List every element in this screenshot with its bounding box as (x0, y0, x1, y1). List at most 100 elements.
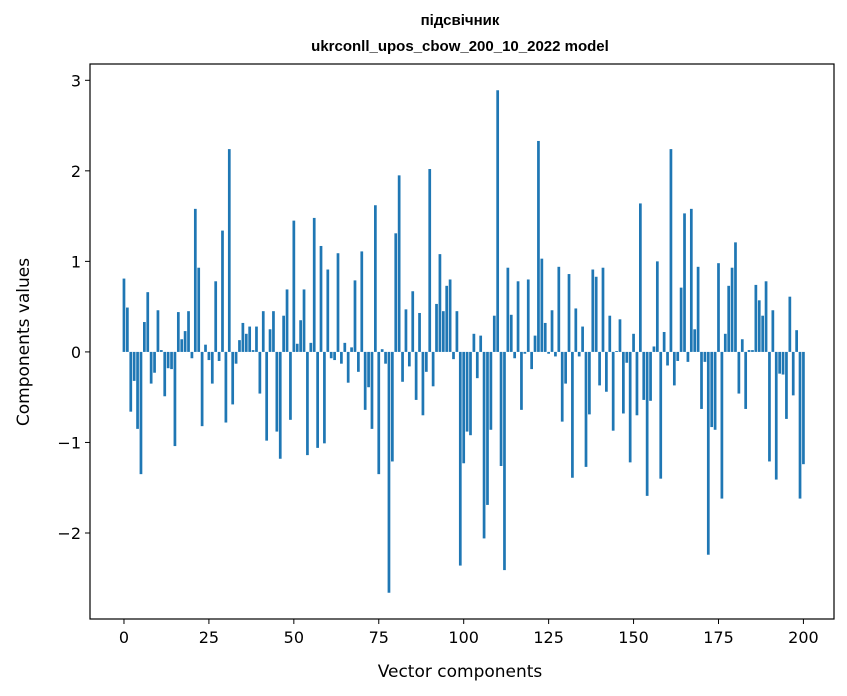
bar-component-158 (659, 351, 663, 479)
bar-component-71 (363, 351, 367, 410)
bar-component-115 (513, 351, 517, 359)
bar-component-78 (387, 351, 391, 593)
bar-component-22 (197, 267, 201, 352)
bar-component-138 (591, 269, 595, 352)
y-tick-label: 3 (71, 71, 81, 90)
bar-component-83 (404, 309, 408, 352)
bar-component-134 (577, 351, 581, 357)
bar-component-156 (652, 346, 656, 352)
bar-component-90 (428, 169, 432, 352)
bar-component-50 (292, 220, 296, 352)
bar-component-196 (788, 296, 792, 352)
bar-component-65 (343, 342, 347, 352)
bar-component-10 (156, 310, 160, 352)
bar-component-44 (272, 311, 275, 352)
bar-component-1 (126, 307, 129, 352)
bar-component-66 (346, 351, 350, 383)
bar-component-136 (584, 351, 588, 467)
bar-component-175 (717, 263, 720, 352)
y-axis-label: Components values (14, 258, 34, 426)
bar-component-11 (159, 350, 163, 352)
y-tick-label: −1 (57, 433, 81, 452)
bar-component-7 (146, 292, 150, 352)
bar-component-13 (166, 351, 170, 369)
y-tick-label: 1 (71, 252, 81, 271)
bar-component-81 (397, 175, 401, 352)
bar-component-198 (795, 330, 798, 352)
bar-component-142 (605, 351, 608, 392)
bar-component-43 (268, 329, 272, 352)
chart-title-line-1: підсвічник (421, 12, 500, 29)
bar-component-129 (560, 351, 564, 422)
bar-component-177 (723, 333, 727, 352)
bar-component-87 (418, 312, 421, 352)
bar-component-3 (132, 351, 136, 381)
bar-component-189 (764, 281, 768, 352)
y-tick-label: −2 (57, 524, 81, 543)
bar-component-153 (642, 351, 646, 400)
bar-component-144 (611, 351, 615, 431)
bar-component-14 (170, 351, 173, 370)
bar-component-31 (227, 149, 231, 352)
bar-component-113 (506, 267, 510, 352)
bar-component-88 (421, 351, 425, 416)
bar-component-30 (224, 351, 228, 423)
y-tick-label: 0 (71, 343, 81, 362)
bar-component-108 (489, 351, 493, 430)
bar-component-80 (394, 233, 398, 352)
bar-component-173 (710, 351, 714, 428)
bar-component-70 (360, 251, 364, 352)
bar-component-39 (255, 326, 258, 352)
bar-component-186 (754, 284, 758, 352)
bar-component-152 (639, 203, 642, 352)
bar-component-0 (122, 278, 126, 352)
bar-component-169 (696, 266, 700, 352)
bar-component-15 (173, 351, 177, 447)
bar-component-97 (452, 351, 455, 360)
bar-component-182 (740, 339, 744, 352)
bar-component-79 (391, 351, 394, 462)
bar-component-159 (662, 331, 666, 352)
bar-component-69 (357, 351, 360, 372)
bar-component-103 (472, 333, 476, 352)
bar-component-4 (136, 351, 139, 429)
bar-component-117 (520, 351, 523, 410)
bar-component-174 (713, 351, 717, 430)
bars-group (122, 90, 805, 593)
bar-component-48 (285, 289, 289, 352)
plot-frame (89, 63, 835, 620)
bar-component-99 (458, 351, 462, 566)
bar-component-9 (153, 351, 156, 373)
bar-component-140 (598, 351, 601, 386)
chart-title-line-2: ukrconll_upos_cbow_200_10_2022 model (311, 38, 609, 55)
bar-component-96 (448, 279, 452, 352)
bar-component-35 (241, 322, 245, 352)
bar-component-120 (530, 351, 533, 370)
x-tick-label: 175 (703, 628, 734, 647)
bar-component-122 (537, 140, 540, 352)
bar-component-82 (401, 351, 404, 382)
bar-component-56 (312, 217, 316, 352)
bar-component-160 (666, 351, 669, 366)
bar-component-112 (503, 351, 506, 571)
bar-component-53 (302, 289, 306, 352)
bar-component-170 (700, 351, 703, 409)
bar-component-124 (543, 322, 547, 352)
bar-component-12 (163, 351, 167, 397)
bar-component-49 (289, 351, 292, 420)
bar-component-16 (176, 312, 180, 352)
bar-component-21 (193, 208, 197, 352)
bar-component-61 (329, 351, 333, 359)
bar-component-193 (778, 351, 781, 374)
x-tick-label: 25 (199, 628, 219, 647)
bar-component-32 (231, 351, 235, 405)
bar-component-106 (482, 351, 486, 539)
bar-component-86 (414, 351, 418, 400)
bar-component-5 (139, 351, 143, 475)
bar-component-36 (244, 333, 248, 352)
bar-component-166 (686, 351, 690, 362)
bar-component-128 (557, 266, 561, 352)
bar-component-109 (492, 315, 496, 352)
